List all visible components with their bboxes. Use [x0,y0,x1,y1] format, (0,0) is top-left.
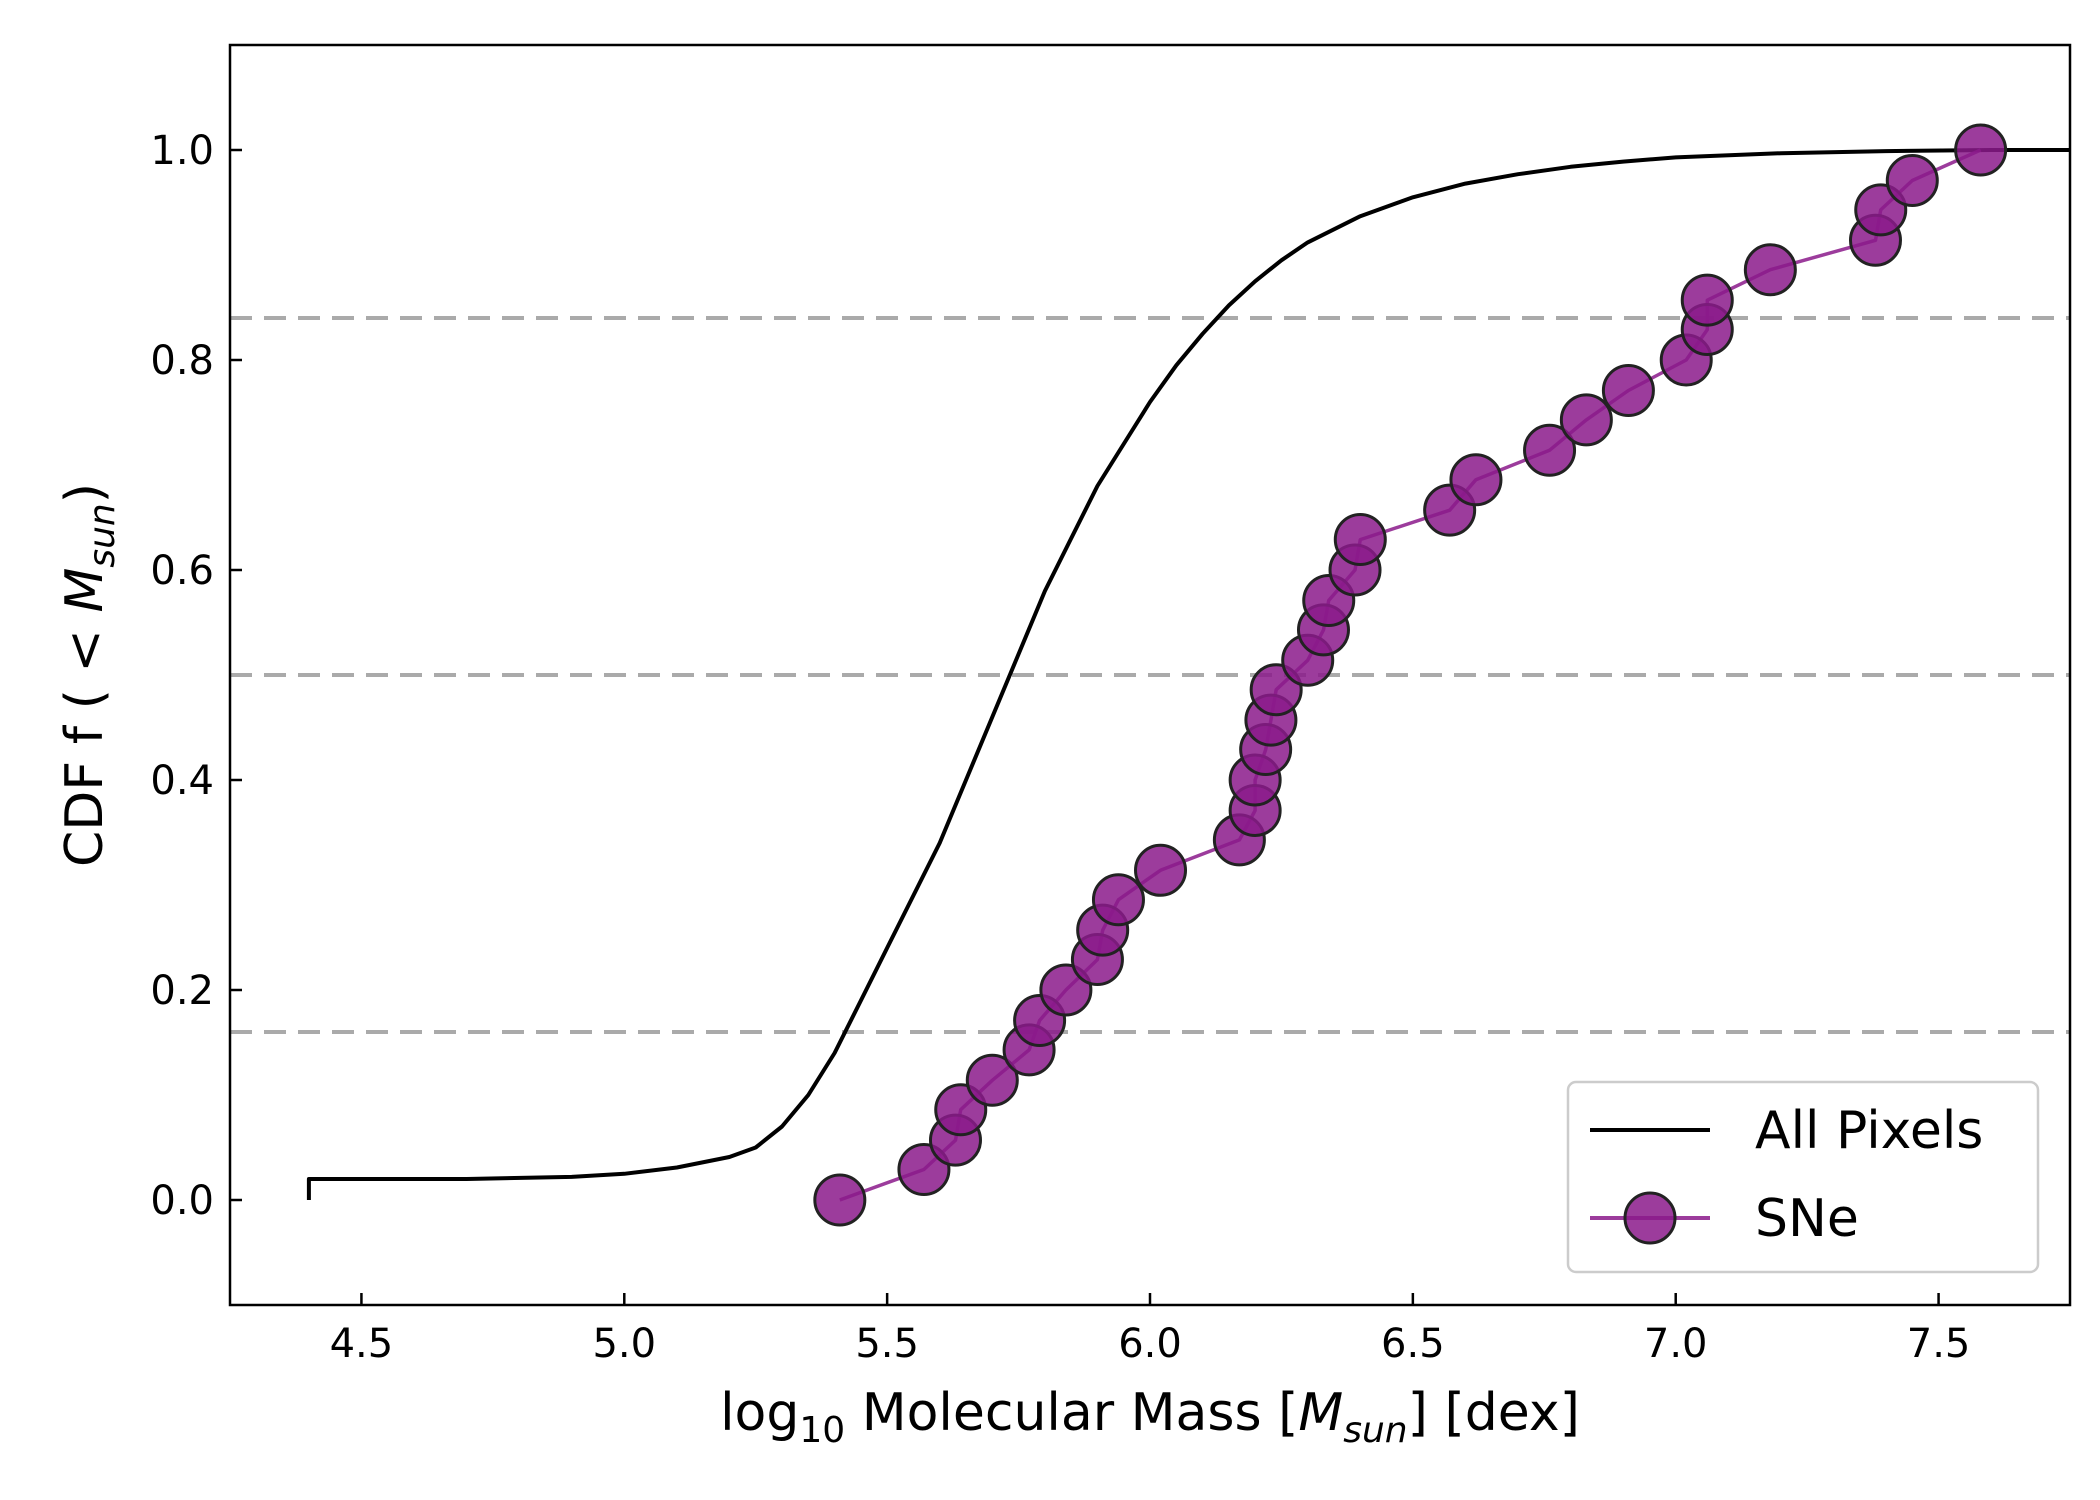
x-axis-label: log10 Molecular Mass [Msun] [dex] [720,1383,1580,1451]
y-tick-label: 1.0 [150,128,214,174]
sne-point [1885,153,1939,207]
x-tick-label: 6.0 [1118,1321,1182,1367]
legend-marker-sne [1623,1191,1677,1245]
sne-point [1680,273,1734,327]
sne-point [1601,363,1655,417]
sne-point [813,1173,867,1227]
legend: All Pixels SNe [1566,1080,2040,1274]
legend-label-sne: SNe [1755,1189,1859,1249]
sne-point [965,1053,1019,1107]
y-tick-label: 0.4 [150,758,214,804]
y-tick-label: 0.8 [150,338,214,384]
reference-lines [230,316,2070,1034]
y-axis-label: CDF f ( < Msun) [55,483,123,867]
x-tick-label: 5.0 [592,1321,656,1367]
x-tick-label: 7.5 [1907,1321,1971,1367]
sne-point [1333,513,1387,567]
axis-ticks: 4.5 5.0 5.5 6.0 6.5 7.0 7.5 0.0 0.2 0.4 0.6 0.8 1.0 [150,128,1970,1367]
y-tick-label: 0.6 [150,548,214,594]
y-tick-label: 0.2 [150,968,214,1014]
sne-point [1743,243,1797,297]
all-pixels-line [306,148,2070,1200]
series-layer [306,123,2070,1227]
x-tick-label: 6.5 [1381,1321,1445,1367]
sne-point [1449,453,1503,507]
legend-label-all-pixels: All Pixels [1755,1101,1983,1161]
y-tick-label: 0.0 [150,1178,214,1224]
x-tick-label: 4.5 [330,1321,394,1367]
sne-point [1134,843,1188,897]
sne-point [1954,123,2008,177]
x-tick-label: 5.5 [855,1321,919,1367]
x-tick-label: 7.0 [1644,1321,1708,1367]
sne-point [1523,423,1577,477]
sne-point [1559,393,1613,447]
sne-point [1091,873,1145,927]
